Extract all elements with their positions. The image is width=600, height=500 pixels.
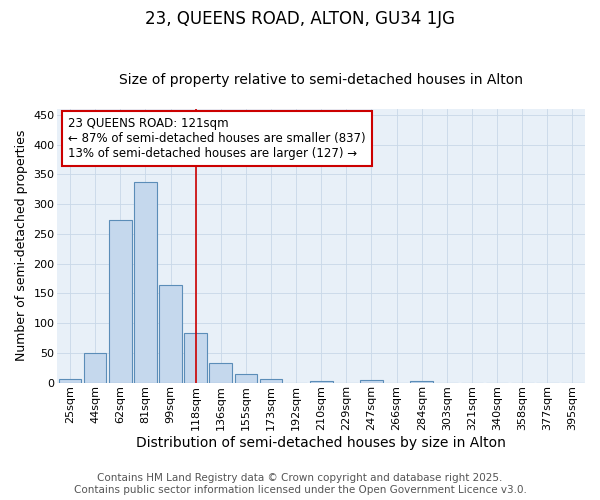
Bar [59,379,82,382]
Bar [159,285,182,382]
Bar [410,381,433,382]
Bar [260,379,282,382]
Text: 23, QUEENS ROAD, ALTON, GU34 1JG: 23, QUEENS ROAD, ALTON, GU34 1JG [145,10,455,28]
Bar [360,380,383,382]
Text: 23 QUEENS ROAD: 121sqm
← 87% of semi-detached houses are smaller (837)
13% of se: 23 QUEENS ROAD: 121sqm ← 87% of semi-det… [68,117,365,160]
Y-axis label: Number of semi-detached properties: Number of semi-detached properties [15,130,28,362]
Bar [84,353,106,382]
Bar [310,381,332,382]
Title: Size of property relative to semi-detached houses in Alton: Size of property relative to semi-detach… [119,73,523,87]
Bar [235,374,257,382]
Bar [209,363,232,382]
Text: Contains HM Land Registry data © Crown copyright and database right 2025.
Contai: Contains HM Land Registry data © Crown c… [74,474,526,495]
Bar [109,220,131,382]
Bar [184,332,207,382]
X-axis label: Distribution of semi-detached houses by size in Alton: Distribution of semi-detached houses by … [136,436,506,450]
Bar [134,182,157,382]
